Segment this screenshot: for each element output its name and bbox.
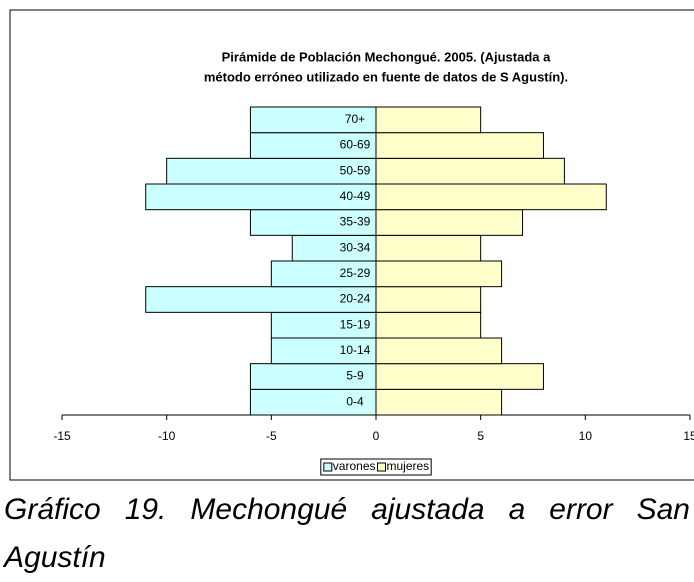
bar bbox=[249, 132, 377, 159]
bar bbox=[375, 363, 544, 390]
chart-title: Pirámide de Población Mechongué. 2005. (… bbox=[222, 49, 551, 64]
category-label: 25-29 bbox=[340, 266, 371, 280]
bar bbox=[375, 209, 524, 236]
bar bbox=[375, 234, 482, 262]
x-tick-label: 15 bbox=[683, 429, 694, 443]
chart-title: método erróneo utilizado en fuente de da… bbox=[204, 69, 568, 84]
category-label: 35-39 bbox=[340, 215, 371, 229]
bar bbox=[375, 337, 503, 365]
legend-label: mujeres bbox=[387, 459, 430, 473]
bar bbox=[249, 106, 377, 134]
legend-box bbox=[320, 458, 432, 476]
bar bbox=[375, 183, 607, 211]
category-label: 30-34 bbox=[340, 240, 371, 254]
bar bbox=[145, 183, 377, 211]
bar bbox=[270, 311, 377, 339]
bar bbox=[375, 132, 544, 159]
bar bbox=[249, 363, 377, 390]
category-label: 60-69 bbox=[340, 138, 371, 152]
category-label: 50-59 bbox=[340, 163, 371, 177]
bar bbox=[270, 260, 377, 288]
bar bbox=[375, 106, 482, 134]
x-tick-label: 0 bbox=[373, 429, 380, 443]
x-tick-label: -10 bbox=[158, 429, 176, 443]
category-label: 40-49 bbox=[340, 189, 371, 203]
category-label: 20-24 bbox=[340, 292, 371, 306]
legend-swatch bbox=[323, 462, 333, 472]
category-label: 70+ bbox=[345, 112, 365, 126]
bar bbox=[375, 286, 482, 313]
x-tick-label: 5 bbox=[477, 429, 484, 443]
chart: Pirámide de Población Mechongué. 2005. (… bbox=[9, 9, 694, 481]
category-label: 15-19 bbox=[340, 317, 371, 331]
x-tick-label: -5 bbox=[266, 429, 277, 443]
page: {"chart_data": {"type": "population-pyra… bbox=[4, 9, 694, 574]
bar bbox=[249, 388, 377, 416]
bar bbox=[375, 157, 565, 185]
legend-swatch bbox=[377, 462, 387, 472]
bar bbox=[375, 311, 482, 339]
legend-label: varones bbox=[333, 459, 376, 473]
bar bbox=[375, 260, 503, 288]
x-tick-label: -15 bbox=[53, 429, 71, 443]
x-tick-label: 10 bbox=[579, 429, 593, 443]
bar bbox=[375, 388, 503, 416]
category-label: 0-4 bbox=[346, 394, 364, 408]
category-label: 5-9 bbox=[346, 369, 364, 383]
category-label: 10-14 bbox=[340, 343, 371, 357]
caption: Gráfico 19. Mechongué ajustada a error S… bbox=[4, 493, 690, 574]
